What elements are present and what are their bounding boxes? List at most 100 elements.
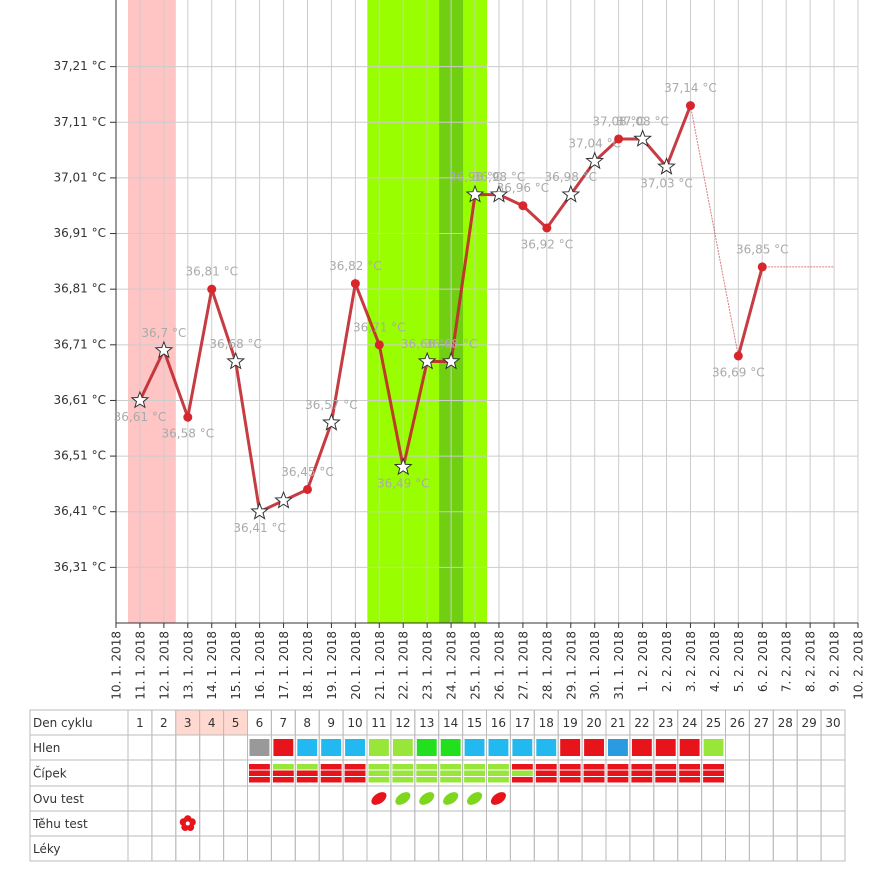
- mucus-mark: [464, 739, 485, 756]
- table-cell: [151, 759, 177, 787]
- table-cell: [701, 785, 726, 812]
- dot-marker: [302, 484, 312, 494]
- table-cell: [247, 835, 272, 862]
- table-cell: [820, 785, 846, 812]
- table-cell: [223, 835, 249, 862]
- cervix-mark: [344, 764, 366, 770]
- pregnancy-test: [179, 818, 188, 826]
- table-cell: [772, 759, 798, 787]
- value-label: 36,68 °C: [401, 337, 454, 351]
- cervix-mark: [392, 764, 414, 770]
- day-highlight: [199, 710, 224, 735]
- cervix-mark: [655, 777, 677, 783]
- mucus-mark: [679, 739, 700, 756]
- day-number: 17: [515, 716, 530, 730]
- ovulation-test: [418, 791, 436, 806]
- table-cell: [270, 785, 296, 812]
- table-cell: [414, 810, 440, 837]
- table-cell: [175, 759, 201, 787]
- ovulation-test: [466, 791, 484, 806]
- mucus-mark: [273, 739, 294, 756]
- cervix-mark: [320, 777, 342, 783]
- day-number: 3: [184, 716, 192, 730]
- table-cell: [151, 810, 177, 837]
- x-tick-label: 15. 1. 2018: [229, 631, 243, 700]
- table-cell: [127, 785, 153, 812]
- day-number: 23: [658, 716, 673, 730]
- star-marker: [465, 184, 485, 203]
- table-cell: [509, 785, 535, 812]
- table-cell: [342, 835, 368, 862]
- dot-marker: [733, 351, 743, 361]
- day-highlight: [223, 710, 248, 735]
- row-label: Čípek: [33, 766, 67, 781]
- table-cell: [294, 835, 320, 862]
- cervix-mark: [703, 770, 724, 776]
- table-cell: [438, 810, 464, 837]
- ovulation-test: [394, 791, 412, 806]
- day-number: 20: [586, 716, 601, 730]
- cervix-mark: [583, 770, 605, 776]
- day-number: 1: [136, 716, 144, 730]
- value-label: 37,08 °C: [592, 114, 645, 128]
- cervix-mark: [416, 770, 438, 776]
- table-cell: [605, 835, 631, 862]
- cervix-mark: [440, 764, 462, 770]
- cervix-mark: [320, 770, 342, 776]
- table-cell: [677, 810, 703, 837]
- value-label: 36,98 °C: [473, 170, 526, 184]
- table-cell: [270, 835, 296, 862]
- x-tick-label: 16. 1. 2018: [253, 631, 267, 700]
- value-label: 36,49 °C: [377, 477, 430, 491]
- cervix-mark: [511, 770, 533, 776]
- value-label: 37,04 °C: [568, 137, 621, 151]
- cervix-mark: [296, 770, 318, 776]
- x-tick-label: 28. 1. 2018: [540, 631, 554, 700]
- table-cell: [796, 785, 822, 812]
- table-cell: [175, 785, 201, 812]
- day-number: 14: [443, 716, 458, 730]
- day-number: 6: [256, 716, 264, 730]
- table-cell: [581, 835, 607, 862]
- table-cell: [223, 734, 249, 761]
- x-tick-label: 24. 1. 2018: [445, 631, 459, 700]
- mucus-mark: [249, 739, 270, 756]
- table-cell: [533, 835, 559, 862]
- table-cell: [772, 785, 798, 812]
- mucus-mark: [369, 739, 389, 756]
- cervix-mark: [368, 777, 390, 783]
- dot-marker: [685, 101, 695, 111]
- day-number: 28: [778, 716, 793, 730]
- value-label: 36,96 °C: [497, 181, 550, 195]
- table-cell: [772, 810, 798, 837]
- day-number: 10: [347, 716, 362, 730]
- x-tick-label: 14. 1. 2018: [205, 631, 219, 700]
- mucus-mark: [584, 739, 604, 756]
- day-number: 4: [208, 716, 216, 730]
- value-label: 37,03 °C: [640, 176, 693, 190]
- table-cell: [557, 835, 583, 862]
- star-marker: [489, 184, 509, 203]
- x-tick-label: 29. 1. 2018: [564, 631, 578, 700]
- value-label: 37,08 °C: [616, 114, 669, 128]
- table-cell: [223, 759, 249, 787]
- day-number: 7: [280, 716, 288, 730]
- x-tick-label: 21. 1. 2018: [373, 631, 387, 700]
- day-number: 24: [682, 716, 697, 730]
- y-tick-label: 36,91 °C: [53, 226, 106, 240]
- value-label: 36,61 °C: [114, 410, 167, 424]
- cervix-mark: [440, 770, 462, 776]
- table-cell: [748, 759, 774, 787]
- table-cell: [462, 810, 488, 837]
- cervix-mark: [464, 764, 485, 770]
- x-tick-label: 23. 1. 2018: [421, 631, 435, 700]
- cervix-mark: [488, 777, 509, 783]
- day-number: 13: [419, 716, 434, 730]
- cervix-mark: [631, 777, 653, 783]
- table-cell: [390, 810, 416, 837]
- table-cell: [629, 785, 655, 812]
- table-cell: [151, 734, 177, 761]
- table-cell: [342, 810, 368, 837]
- table-cell: [151, 785, 177, 812]
- value-label: 36,68 °C: [425, 337, 478, 351]
